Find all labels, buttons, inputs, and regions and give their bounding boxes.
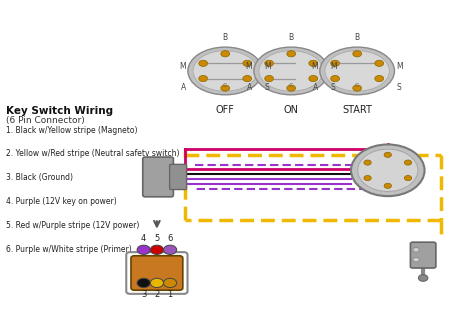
Circle shape (287, 51, 296, 57)
Text: B: B (223, 33, 228, 42)
Text: OFF: OFF (216, 105, 235, 115)
Text: (6 Pin Connector): (6 Pin Connector) (6, 116, 85, 125)
Circle shape (413, 258, 419, 262)
Text: S: S (330, 83, 335, 92)
Circle shape (331, 60, 339, 66)
Circle shape (164, 278, 177, 288)
FancyBboxPatch shape (410, 242, 436, 268)
Circle shape (264, 75, 273, 82)
Circle shape (413, 247, 419, 252)
Text: Key Switch Wiring: Key Switch Wiring (6, 106, 113, 116)
Circle shape (331, 75, 339, 82)
Circle shape (243, 60, 252, 66)
Circle shape (137, 245, 150, 255)
Circle shape (164, 245, 177, 255)
Text: 3: 3 (141, 290, 146, 299)
Circle shape (353, 85, 362, 91)
Circle shape (375, 60, 383, 66)
Text: A: A (247, 83, 252, 92)
Text: M: M (396, 62, 403, 71)
FancyBboxPatch shape (170, 164, 187, 189)
Circle shape (351, 145, 425, 196)
Text: M: M (330, 62, 337, 71)
Text: 3. Black (Ground): 3. Black (Ground) (6, 173, 73, 182)
Text: C: C (289, 83, 293, 88)
FancyBboxPatch shape (143, 157, 173, 197)
Text: S: S (396, 83, 401, 92)
Ellipse shape (325, 51, 390, 91)
Text: 5: 5 (154, 234, 160, 243)
Text: 2: 2 (154, 290, 160, 299)
Text: M: M (264, 62, 271, 71)
Text: 5. Red w/Purple stripe (12V power): 5. Red w/Purple stripe (12V power) (6, 221, 139, 230)
Circle shape (384, 152, 392, 157)
Ellipse shape (259, 51, 323, 91)
Circle shape (404, 160, 412, 165)
Text: 4: 4 (141, 234, 146, 243)
Ellipse shape (254, 47, 328, 95)
Circle shape (384, 183, 392, 188)
Circle shape (221, 51, 229, 57)
Text: 6: 6 (167, 234, 173, 243)
Circle shape (150, 245, 164, 255)
Text: A: A (181, 83, 186, 92)
Text: 6. Purple w/White stripe (Primer): 6. Purple w/White stripe (Primer) (6, 245, 132, 254)
Circle shape (353, 51, 362, 57)
Text: 1: 1 (167, 290, 173, 299)
Circle shape (309, 75, 318, 82)
Ellipse shape (320, 47, 394, 95)
Circle shape (287, 85, 296, 91)
Circle shape (404, 175, 412, 181)
Text: C: C (223, 83, 228, 88)
Text: 1. Black w/Yellow stripe (Magneto): 1. Black w/Yellow stripe (Magneto) (6, 126, 137, 135)
Circle shape (419, 275, 428, 281)
Circle shape (199, 60, 208, 66)
Circle shape (364, 160, 371, 165)
Text: 4. Purple (12V key on power): 4. Purple (12V key on power) (6, 197, 117, 206)
Text: M: M (180, 62, 186, 71)
Circle shape (364, 175, 371, 181)
Circle shape (375, 75, 383, 82)
Circle shape (264, 60, 273, 66)
Circle shape (199, 75, 208, 82)
Circle shape (243, 75, 252, 82)
Text: B: B (289, 33, 294, 42)
Circle shape (358, 149, 418, 191)
Text: M: M (311, 62, 318, 71)
Text: A: A (313, 83, 318, 92)
Text: ON: ON (284, 105, 299, 115)
Ellipse shape (188, 47, 263, 95)
Text: 2. Yellow w/Red stripe (Neutral safety switch): 2. Yellow w/Red stripe (Neutral safety s… (6, 149, 180, 158)
Circle shape (309, 60, 318, 66)
FancyBboxPatch shape (131, 256, 183, 290)
Text: START: START (342, 105, 372, 115)
Circle shape (221, 85, 229, 91)
Circle shape (150, 278, 164, 288)
Ellipse shape (193, 51, 257, 91)
Text: S: S (264, 83, 269, 92)
Text: M: M (246, 62, 252, 71)
Text: B: B (355, 33, 360, 42)
Text: C: C (355, 83, 359, 88)
Circle shape (137, 278, 150, 288)
